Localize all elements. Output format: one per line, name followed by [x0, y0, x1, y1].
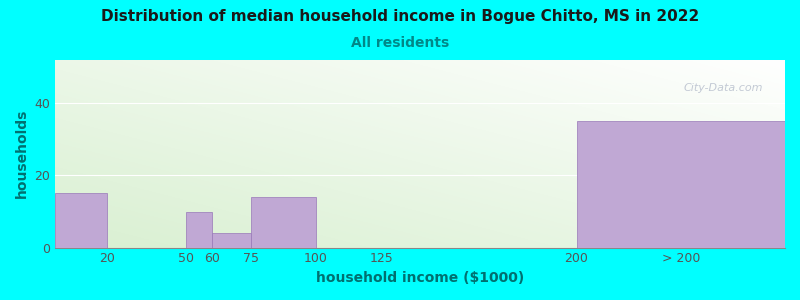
Bar: [186, 212, 212, 248]
Y-axis label: households: households: [15, 109, 29, 199]
Text: All residents: All residents: [351, 36, 449, 50]
Bar: [55, 194, 107, 247]
Bar: [577, 121, 785, 248]
Bar: [250, 197, 316, 248]
X-axis label: household income ($1000): household income ($1000): [316, 271, 524, 285]
Text: City-Data.com: City-Data.com: [684, 82, 763, 92]
Text: Distribution of median household income in Bogue Chitto, MS in 2022: Distribution of median household income …: [101, 9, 699, 24]
Bar: [212, 233, 250, 247]
